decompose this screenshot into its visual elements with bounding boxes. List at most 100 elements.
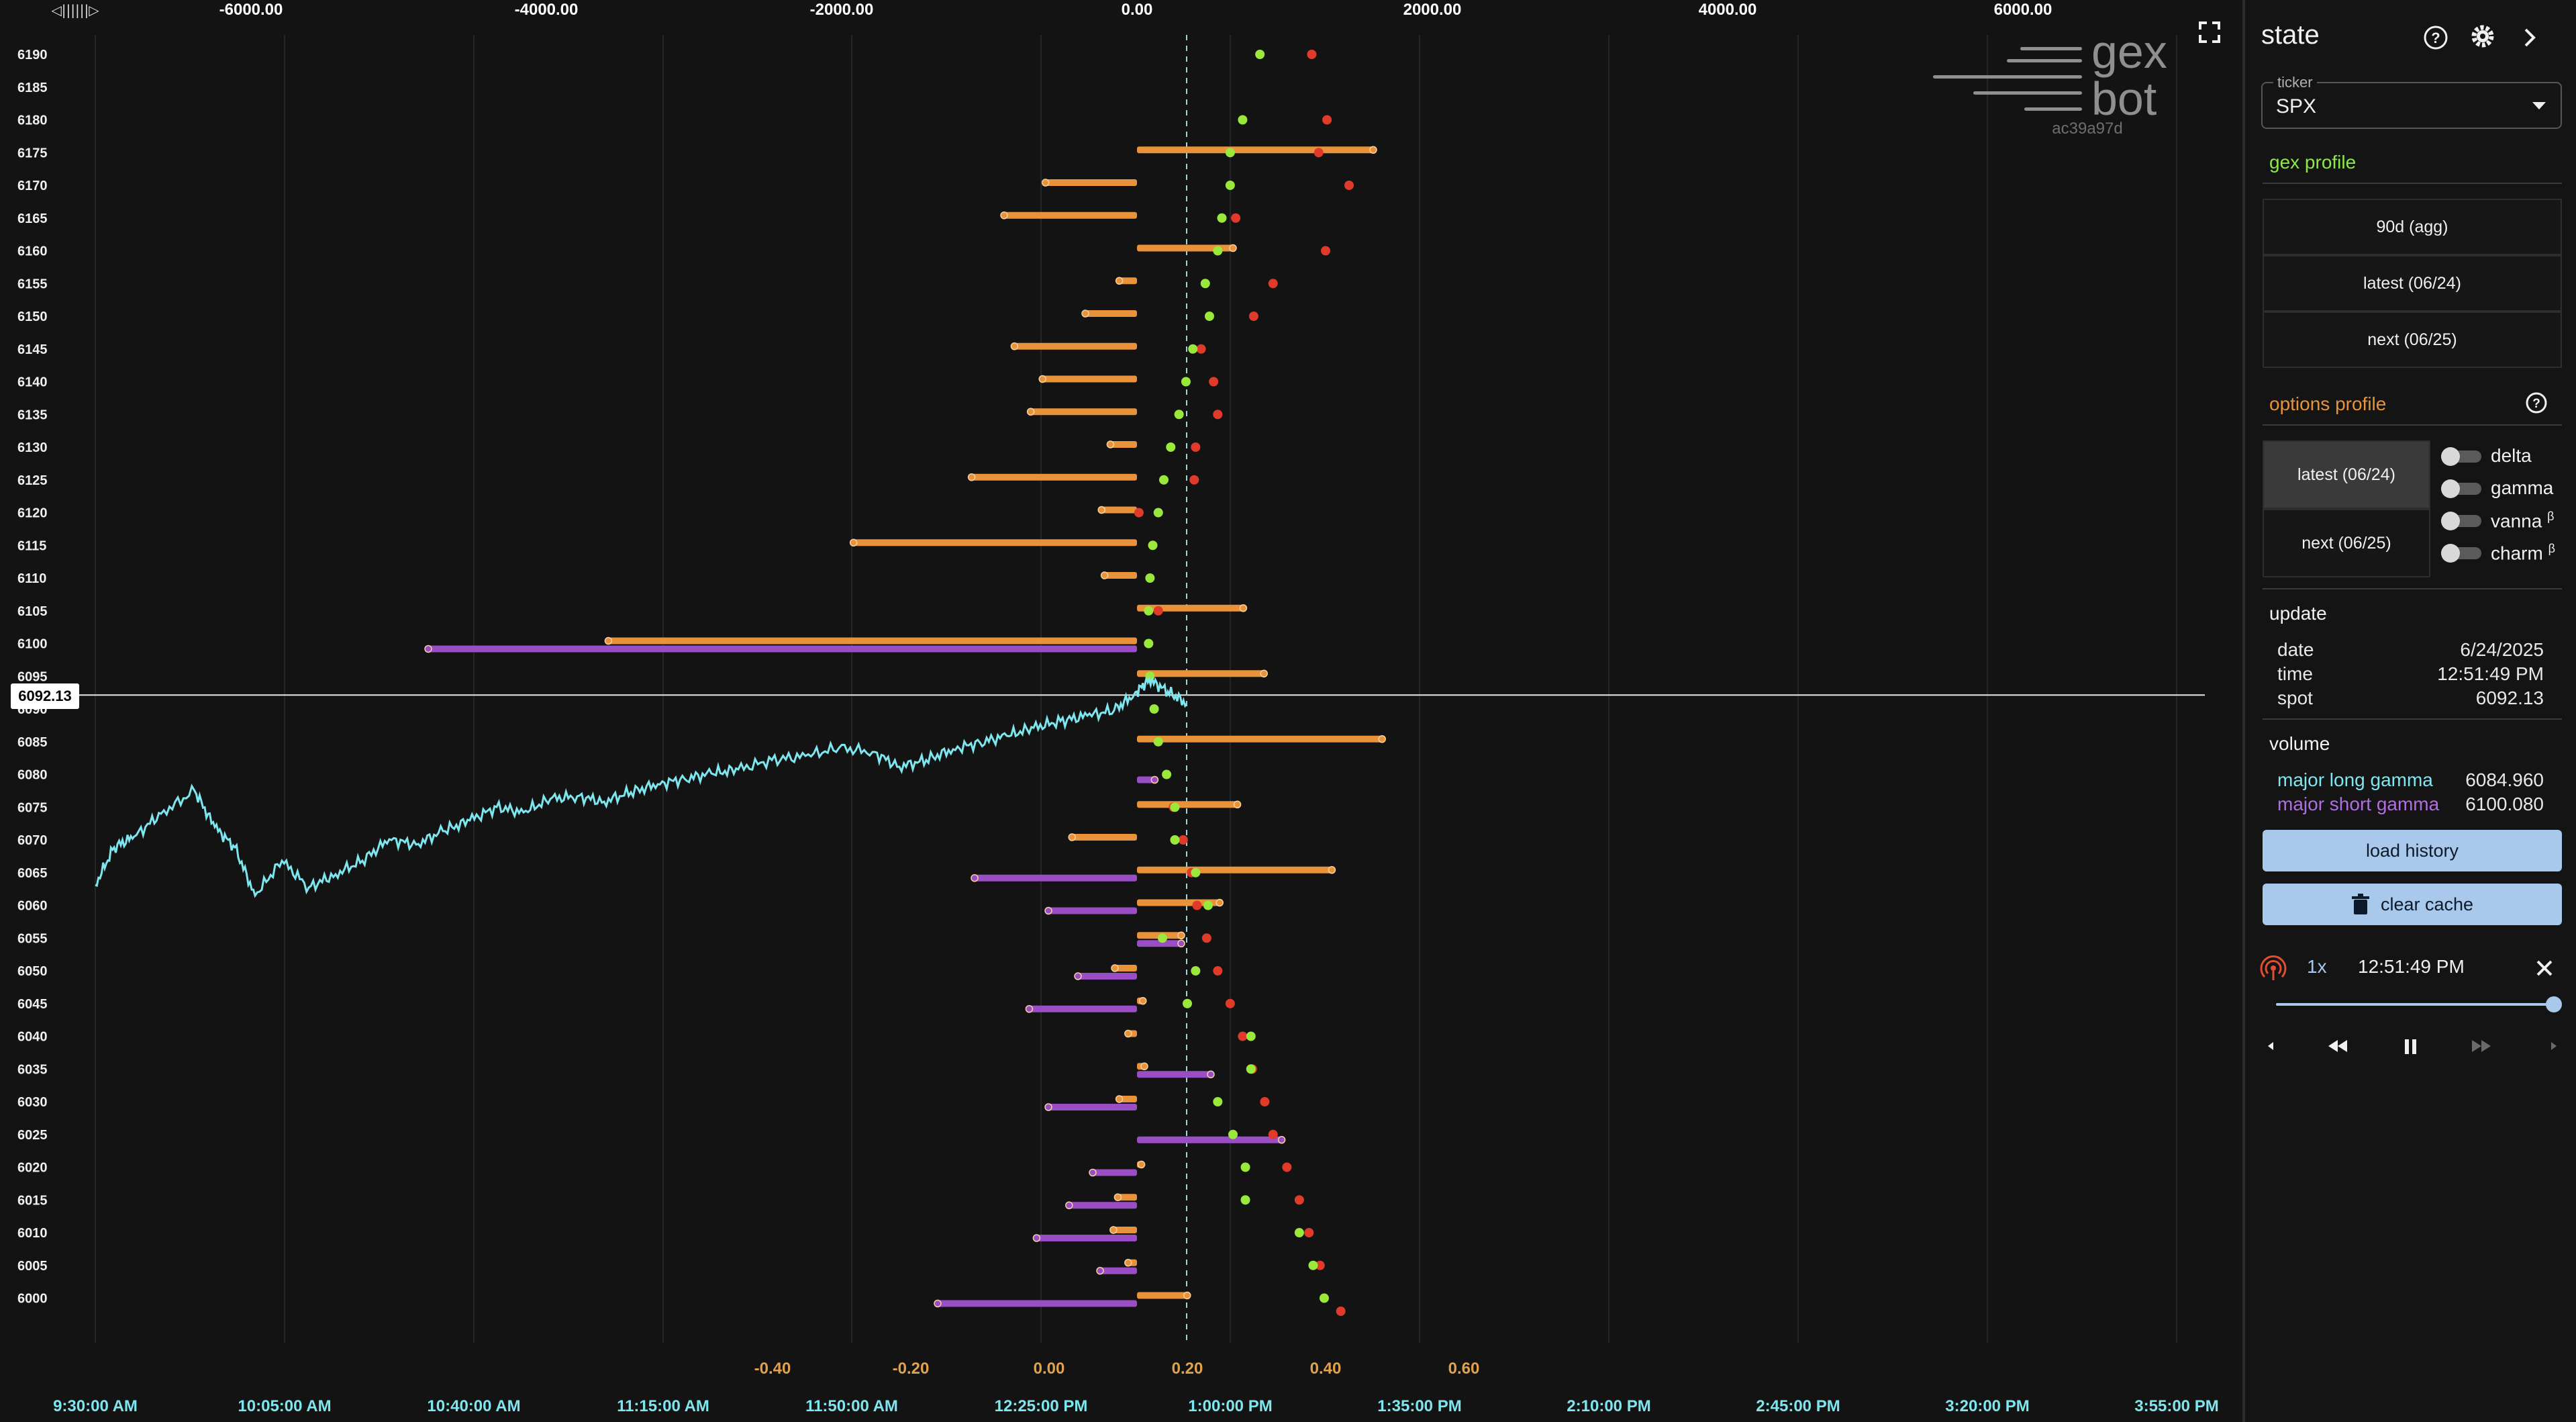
- long-gamma-bar-end: [1115, 277, 1124, 285]
- strike-label: 6000: [17, 1292, 48, 1307]
- step-back-icon[interactable]: [2256, 1034, 2288, 1058]
- short-gamma-bar: [428, 645, 1137, 653]
- divider: [2263, 718, 2562, 720]
- short-gamma-bar: [1137, 1136, 1282, 1143]
- gear-icon[interactable]: [2468, 21, 2497, 51]
- short-gamma-bar: [1078, 973, 1137, 980]
- short-gamma-bar: [1036, 1235, 1137, 1241]
- green-dot: [1153, 737, 1163, 747]
- clear-cache-button[interactable]: clear cache: [2263, 884, 2562, 925]
- long-gamma-bar-end: [1115, 1095, 1124, 1103]
- load-history-label: load history: [2365, 840, 2459, 861]
- long-gamma-bar-end: [1328, 866, 1336, 874]
- live-broadcast-icon[interactable]: [2260, 955, 2287, 982]
- fullscreen-icon[interactable]: [2196, 19, 2223, 46]
- long-gamma-bar-end: [1097, 506, 1105, 514]
- strike-label: 6075: [17, 800, 48, 815]
- gex-next-button[interactable]: next (06/25): [2263, 312, 2562, 368]
- playback-slider-thumb[interactable]: [2546, 996, 2562, 1012]
- vanna-toggle[interactable]: [2441, 512, 2484, 530]
- short-gamma-bar-end: [1032, 1234, 1041, 1242]
- axis-scroll-handle-icon[interactable]: ◁||||||▷: [50, 2, 99, 18]
- bottom-axis-tick-label: -0.20: [893, 1360, 930, 1378]
- chevron-right-icon[interactable]: [2515, 23, 2544, 52]
- green-dot: [1145, 573, 1155, 583]
- playback-time: 12:51:49 PM: [2358, 956, 2465, 977]
- strike-label: 6145: [17, 342, 48, 357]
- gex-chart[interactable]: -6000.00 -4000.00 -2000.00 0.00 2000.00 4000.…: [0, 0, 2242, 1422]
- gex-latest-button[interactable]: latest (06/24): [2263, 255, 2562, 312]
- bottom-axis-tick-label: 0.00: [1034, 1360, 1065, 1378]
- delta-toggle[interactable]: [2441, 447, 2484, 466]
- long-gamma-bar: [1119, 277, 1137, 285]
- short-gamma-bar: [1137, 1071, 1211, 1078]
- long-gamma-bar: [608, 637, 1137, 645]
- long-gamma-bar: [1137, 801, 1238, 808]
- long-gamma-bar: [1110, 441, 1137, 448]
- charm-toggle[interactable]: [2441, 544, 2484, 563]
- red-dot: [1282, 1162, 1292, 1172]
- playback-speed[interactable]: 1x: [2307, 956, 2327, 977]
- strike-label: 6070: [17, 833, 48, 848]
- ticker-select[interactable]: ticker SPX: [2261, 74, 2562, 129]
- fast-forward-icon[interactable]: [2464, 1034, 2496, 1058]
- logo-word-bottom: bot: [2091, 73, 2157, 125]
- logo-word-top: gex: [2091, 26, 2167, 78]
- red-dot: [1248, 312, 1258, 321]
- short-gamma-bar-end: [424, 645, 432, 653]
- strike-label: 6150: [17, 310, 48, 324]
- gex-90d-button[interactable]: 90d (agg): [2263, 199, 2562, 255]
- red-dot: [1304, 1228, 1314, 1237]
- rewind-icon[interactable]: [2323, 1034, 2355, 1058]
- red-dot: [1238, 1031, 1248, 1041]
- red-dot: [1268, 1129, 1278, 1139]
- beta-badge: β: [2547, 510, 2555, 523]
- bottom-axis-tick-label: 0.60: [1448, 1360, 1480, 1378]
- long-gamma-bar-end: [1124, 1029, 1132, 1038]
- gamma-toggle[interactable]: [2441, 479, 2484, 498]
- options-latest-button[interactable]: latest (06/24): [2263, 440, 2430, 509]
- long-gamma-bar-end: [1109, 1226, 1118, 1234]
- bottom-axis-tick-label: 0.20: [1172, 1360, 1203, 1378]
- gamma-label: gamma: [2491, 477, 2554, 498]
- short-gamma-bar-end: [934, 1299, 942, 1308]
- clear-cache-label: clear cache: [2380, 894, 2474, 914]
- major-short-gamma-key: major short gamma: [2277, 794, 2440, 814]
- red-dot: [1213, 410, 1223, 420]
- long-gamma-bar: [1119, 1096, 1137, 1102]
- playback-slider[interactable]: [2276, 1003, 2553, 1006]
- strike-label: 6060: [17, 899, 48, 914]
- build-hash: ac39a97d: [2052, 120, 2123, 138]
- long-gamma-bar-end: [849, 538, 858, 547]
- long-gamma-bar-end: [1216, 898, 1224, 907]
- red-dot: [1225, 998, 1235, 1008]
- major-short-gamma-value: 6100.080: [2465, 794, 2544, 814]
- green-dot: [1157, 933, 1167, 943]
- top-axis-tick-label: 6000.00: [1994, 1, 2052, 19]
- top-axis-tick-label: -2000.00: [810, 1, 874, 19]
- strike-label: 6095: [17, 669, 48, 684]
- long-gamma-bar-end: [1137, 1160, 1146, 1169]
- long-gamma-bar-end: [1229, 244, 1237, 252]
- beta-badge: β: [2548, 542, 2555, 555]
- time-axis-tick-label: 3:55:00 PM: [2134, 1397, 2218, 1415]
- load-history-button[interactable]: load history: [2263, 830, 2562, 871]
- close-icon[interactable]: [2532, 956, 2557, 980]
- help-icon[interactable]: ?: [2421, 23, 2450, 52]
- time-axis-tick-label: 10:05:00 AM: [238, 1397, 331, 1415]
- green-dot: [1153, 508, 1163, 518]
- options-help-icon[interactable]: ?: [2524, 391, 2548, 415]
- short-gamma-bar: [1137, 776, 1155, 784]
- long-gamma-bar-end: [1068, 833, 1076, 841]
- green-dot: [1174, 410, 1184, 420]
- long-gamma-bar: [1085, 310, 1137, 317]
- pause-icon[interactable]: [2394, 1034, 2426, 1058]
- trash-icon: [2351, 894, 2369, 914]
- chart-canvas[interactable]: -6000.00 -4000.00 -2000.00 0.00 2000.00 4000.…: [0, 0, 2242, 1422]
- update-spot-key: spot: [2277, 688, 2313, 708]
- red-dot: [1344, 181, 1354, 190]
- long-gamma-bar: [1004, 211, 1137, 219]
- step-forward-icon[interactable]: [2535, 1034, 2567, 1058]
- options-next-button[interactable]: next (06/25): [2263, 509, 2430, 577]
- strike-label: 6020: [17, 1161, 48, 1176]
